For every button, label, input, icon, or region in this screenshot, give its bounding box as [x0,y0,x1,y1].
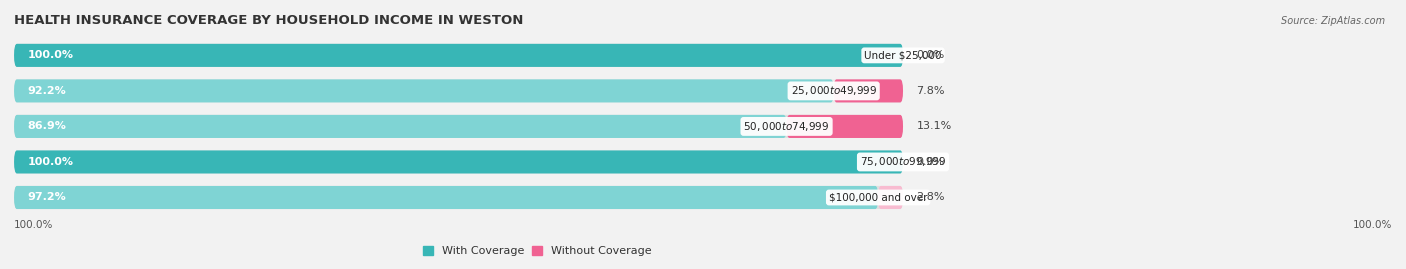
FancyBboxPatch shape [14,44,903,67]
FancyBboxPatch shape [14,150,903,174]
Text: 92.2%: 92.2% [27,86,66,96]
FancyBboxPatch shape [14,79,834,102]
Text: 100.0%: 100.0% [27,157,73,167]
Legend: With Coverage, Without Coverage: With Coverage, Without Coverage [423,246,652,256]
Text: Source: ZipAtlas.com: Source: ZipAtlas.com [1281,16,1385,26]
Text: 97.2%: 97.2% [27,193,66,203]
Text: Under $25,000: Under $25,000 [865,50,942,60]
Text: 0.0%: 0.0% [917,50,945,60]
FancyBboxPatch shape [14,44,903,67]
Text: 100.0%: 100.0% [14,220,53,229]
Text: 0.0%: 0.0% [917,157,945,167]
Text: 2.8%: 2.8% [917,193,945,203]
Text: 100.0%: 100.0% [1353,220,1392,229]
Text: $25,000 to $49,999: $25,000 to $49,999 [790,84,877,97]
Text: 13.1%: 13.1% [917,121,952,132]
Text: $50,000 to $74,999: $50,000 to $74,999 [744,120,830,133]
FancyBboxPatch shape [14,79,903,102]
FancyBboxPatch shape [14,115,786,138]
FancyBboxPatch shape [14,115,903,138]
Text: HEALTH INSURANCE COVERAGE BY HOUSEHOLD INCOME IN WESTON: HEALTH INSURANCE COVERAGE BY HOUSEHOLD I… [14,14,523,27]
Text: $75,000 to $99,999: $75,000 to $99,999 [860,155,946,168]
FancyBboxPatch shape [834,79,903,102]
FancyBboxPatch shape [14,186,879,209]
FancyBboxPatch shape [14,150,903,174]
FancyBboxPatch shape [786,115,903,138]
FancyBboxPatch shape [14,186,903,209]
FancyBboxPatch shape [879,186,903,209]
Text: 7.8%: 7.8% [917,86,945,96]
Text: 86.9%: 86.9% [27,121,66,132]
Text: 100.0%: 100.0% [27,50,73,60]
Text: $100,000 and over: $100,000 and over [830,193,928,203]
